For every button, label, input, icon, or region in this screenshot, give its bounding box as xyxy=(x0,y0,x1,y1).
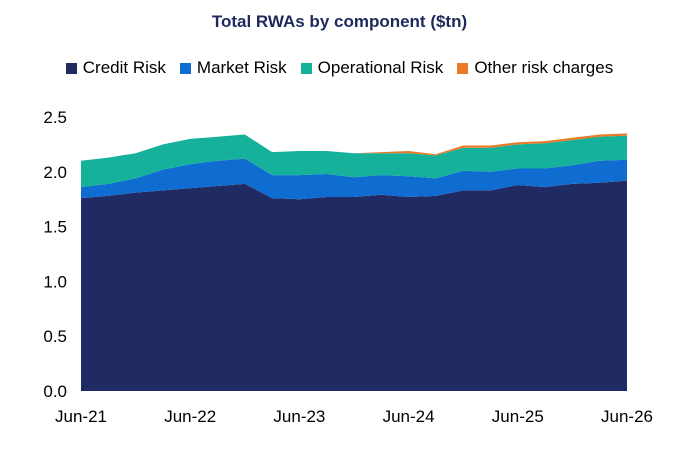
legend-swatch-other-risk-charges xyxy=(457,62,469,74)
y-tick-label: 1.5 xyxy=(43,218,67,237)
legend-item-operational-risk: Operational Risk xyxy=(300,58,444,78)
legend-item-other-risk-charges: Other risk charges xyxy=(457,58,613,78)
chart-legend: Credit Risk Market Risk Operational Risk… xyxy=(0,58,679,78)
x-tick-label: Jun-21 xyxy=(55,407,107,426)
y-tick-label: 0.0 xyxy=(43,382,67,401)
y-tick-label: 2.0 xyxy=(43,163,67,182)
x-tick-label: Jun-26 xyxy=(601,407,653,426)
area-operational-risk xyxy=(81,134,627,188)
plot-areas xyxy=(81,133,627,391)
legend-label-market-risk: Market Risk xyxy=(196,58,287,77)
y-tick-label: 1.0 xyxy=(43,272,67,291)
legend-item-market-risk: Market Risk xyxy=(179,58,287,78)
legend-swatch-credit-risk xyxy=(65,62,77,74)
legend-label-other-risk-charges: Other risk charges xyxy=(474,58,614,77)
x-tick-label: Jun-24 xyxy=(383,407,435,426)
legend-label-credit-risk: Credit Risk xyxy=(82,58,166,77)
legend-item-credit-risk: Credit Risk xyxy=(65,58,166,78)
legend-swatch-market-risk xyxy=(179,62,191,74)
chart-title: Total RWAs by component ($tn) xyxy=(211,12,468,31)
x-tick-label: Jun-23 xyxy=(273,407,325,426)
area-credit-risk xyxy=(81,180,627,391)
y-tick-label: 2.5 xyxy=(43,108,67,127)
legend-swatch-operational-risk xyxy=(300,62,312,74)
x-tick-label: Jun-25 xyxy=(492,407,544,426)
x-tick-label: Jun-22 xyxy=(164,407,216,426)
y-tick-label: 0.5 xyxy=(43,327,67,346)
area-market-risk xyxy=(81,158,627,200)
x-axis-ticks: Jun-21 Jun-22 Jun-23 Jun-24 Jun-25 Jun-26 xyxy=(55,407,653,426)
legend-label-operational-risk: Operational Risk xyxy=(317,58,444,77)
y-axis-ticks: 0.0 0.5 1.0 1.5 2.0 2.5 xyxy=(43,108,67,401)
